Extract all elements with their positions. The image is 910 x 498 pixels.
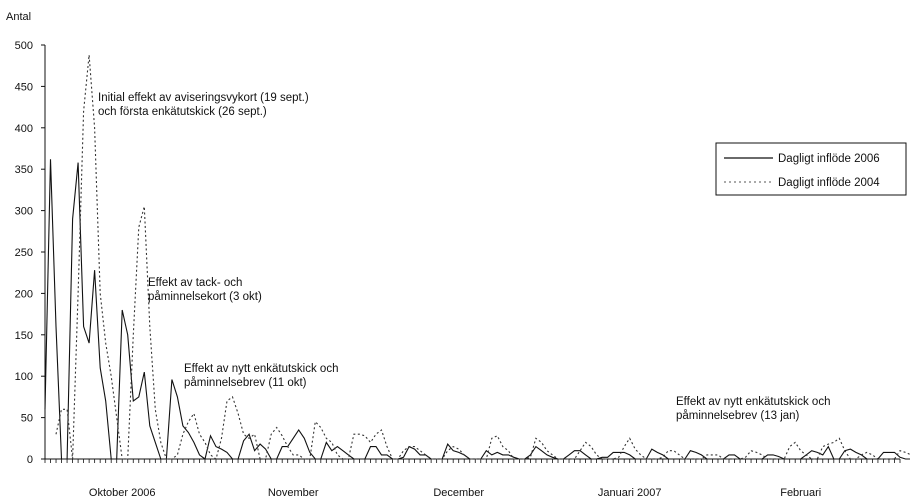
series-line-2004 (55, 54, 910, 460)
x-month-label: December (433, 487, 484, 498)
x-month-label: Februari (780, 487, 821, 498)
y-axis: 0 50 100 150 200 250 300 350 400 450 500 (15, 40, 46, 466)
y-tick-label: 450 (15, 81, 33, 93)
annotation-initial: Initial effekt av aviseringsvykort (19 s… (98, 92, 309, 118)
legend: Dagligt inflöde 2006 Dagligt inflöde 200… (715, 142, 907, 196)
x-month-label: November (268, 487, 319, 498)
y-tick-label: 350 (15, 164, 33, 176)
annotation-13jan: Effekt av nytt enkätutskick och påminnel… (676, 396, 830, 422)
y-tick-label: 500 (15, 40, 33, 52)
y-tick-label: 300 (15, 206, 33, 218)
y-tick-label: 50 (21, 413, 33, 425)
annotation-initial-line1: Initial effekt av aviseringsvykort (19 s… (98, 92, 309, 104)
y-axis-label: Antal (6, 11, 31, 23)
x-month-label: Oktober 2006 (89, 487, 156, 498)
annotation-tack-line1: Effekt av tack- och (148, 277, 242, 289)
legend-label-2006: Dagligt inflöde 2006 (778, 153, 880, 165)
series-line-2006 (44, 159, 910, 460)
y-tick-label: 0 (27, 454, 33, 466)
annotation-13jan-line1: Effekt av nytt enkätutskick och (676, 396, 830, 408)
y-tick-label: 150 (15, 330, 33, 342)
annotation-13jan-line2: påminnelsebrev (13 jan) (676, 410, 800, 422)
y-tick-label: 200 (15, 288, 33, 300)
annotation-11okt-line1: Effekt av nytt enkätutskick och (184, 363, 338, 375)
x-month-label: Januari 2007 (598, 487, 662, 498)
series-layer (44, 54, 910, 460)
annotation-initial-line2: och första enkätutskick (26 sept.) (98, 106, 267, 118)
annotation-11okt: Effekt av nytt enkätutskick och påminnel… (184, 363, 338, 389)
legend-box (715, 142, 907, 196)
annotation-11okt-line2: påminnelsebrev (11 okt) (184, 377, 307, 389)
annotation-tack: Effekt av tack- och påminnelsekort (3 ok… (148, 277, 262, 303)
y-tick-label: 400 (15, 123, 33, 135)
x-axis: Oktober 2006 November December Januari 2007… (44, 458, 901, 498)
y-tick-label: 100 (15, 371, 33, 383)
y-tick-label: 250 (15, 247, 33, 259)
legend-label-2004: Dagligt inflöde 2004 (778, 177, 880, 189)
annotation-tack-line2: påminnelsekort (3 okt) (148, 291, 262, 303)
